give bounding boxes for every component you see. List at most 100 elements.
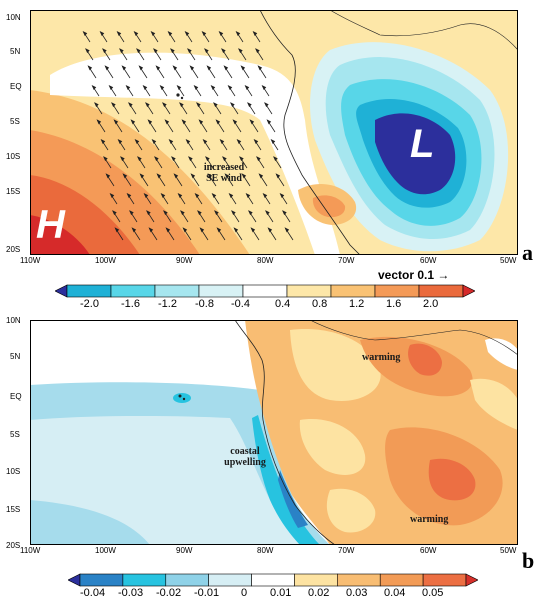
low-pressure-label: L — [410, 122, 435, 166]
wind-vector-head — [197, 210, 202, 216]
wind-vector-head — [163, 210, 168, 216]
wind-vector-head — [188, 156, 193, 162]
wind-vector-head — [204, 48, 209, 54]
annotation-warming-north: warming — [362, 352, 401, 363]
wind-vector-head — [189, 65, 195, 71]
wind-vectors — [82, 30, 294, 241]
wind-vector-head — [190, 173, 196, 179]
colorbar-label: 0 — [241, 587, 248, 599]
colorbar-label: -0.8 — [195, 298, 214, 310]
wind-vector-head — [255, 48, 260, 54]
panel-label-b: b — [522, 548, 535, 573]
wind-vector-head — [156, 173, 162, 179]
wind-vector-head — [202, 138, 208, 145]
wind-vector-head — [139, 173, 145, 179]
colorbar-label: -0.02 — [156, 587, 182, 599]
colorbar-swatch — [422, 573, 467, 587]
wind-vector-head — [170, 48, 175, 54]
wind-vector-head — [228, 192, 234, 199]
colorbar-swatch — [251, 573, 295, 587]
wind-vector-head — [105, 173, 111, 179]
lat-tick: 10N — [6, 13, 21, 22]
colorbar-label: 0.04 — [384, 587, 406, 599]
lon-tick: 60W — [420, 546, 437, 555]
colorbar-swatch — [79, 573, 124, 587]
wind-vector-head — [187, 48, 192, 54]
colorbar-label: 0.05 — [422, 587, 444, 599]
wind-vector-head — [231, 210, 236, 216]
colorbar-swatch — [465, 573, 478, 587]
lat-tick: 5S — [10, 117, 20, 126]
wind-vector-head — [247, 102, 252, 108]
wind-vector-head — [196, 102, 201, 108]
wind-vector-head — [218, 30, 224, 37]
wind-vector-head — [221, 48, 226, 54]
wind-vector-head — [102, 48, 107, 54]
wind-vector-head — [252, 30, 258, 37]
wind-vector-head — [213, 102, 218, 108]
wind-vector-head — [256, 156, 261, 162]
colorbar-label: 1.6 — [386, 298, 402, 310]
colorbar-swatch — [462, 284, 475, 298]
wind-vector-head — [171, 156, 176, 162]
wind-vector-head — [96, 119, 102, 125]
colorbar-swatch — [66, 284, 112, 298]
colorbar-swatch — [242, 284, 288, 298]
wind-vector-head — [100, 138, 106, 145]
wind-vector-head — [155, 65, 161, 71]
wind-vector-head — [120, 156, 125, 162]
colorbar-swatch — [294, 573, 338, 587]
wind-vector-head — [266, 119, 272, 125]
wind-vector-head — [162, 102, 167, 108]
wind-vector-head — [233, 227, 239, 233]
lat-tick: 20S — [6, 245, 21, 254]
lat-tick: 5N — [10, 47, 21, 56]
colorbar-swatch — [337, 573, 381, 587]
lon-tick: 100W — [95, 256, 116, 265]
wind-vector-head — [117, 138, 123, 145]
colorbar-swatch — [55, 284, 68, 298]
lon-tick: 80W — [257, 256, 274, 265]
colorbar-swatch — [286, 284, 332, 298]
wind-vector-head — [210, 84, 216, 91]
wind-vector-head — [198, 119, 204, 125]
wind-vector-head — [99, 30, 105, 37]
colorbar-swatch — [330, 284, 376, 298]
map-panel-b — [30, 320, 518, 545]
wind-vector-head — [236, 138, 242, 145]
colorbar-label: 0.02 — [308, 587, 330, 599]
colorbar-label: -2.0 — [80, 298, 99, 310]
wind-vector-head — [164, 119, 170, 125]
wind-vector-head — [181, 119, 187, 125]
wind-vector-head — [227, 84, 233, 91]
wind-vector-head — [160, 192, 166, 199]
wind-vector-head — [262, 192, 268, 199]
wind-vector-head — [136, 48, 141, 54]
wind-vector-head — [134, 138, 140, 145]
lon-tick: 110W — [20, 256, 41, 265]
wind-vector-head — [148, 227, 154, 233]
wind-vector-head — [179, 102, 184, 108]
annotation-coastal-upwelling: coastal upwelling — [224, 446, 266, 468]
wind-vector-head — [137, 156, 142, 162]
colorbar-label: 2.0 — [423, 298, 439, 310]
wind-vector-head — [113, 119, 119, 125]
wind-vector-head — [257, 65, 263, 71]
wind-vector-head — [216, 227, 222, 233]
wind-vector-head — [138, 65, 144, 71]
lat-tick: 10S — [6, 467, 21, 476]
colorbar-label: 0.03 — [346, 587, 368, 599]
wind-vector-head — [206, 65, 212, 71]
colorbar-swatch — [165, 573, 209, 587]
wind-vector-head — [230, 102, 235, 108]
colorbar-a — [55, 284, 475, 298]
wind-vector-head — [103, 156, 108, 162]
wind-vector-head — [211, 192, 217, 199]
wind-vector-head — [112, 210, 117, 216]
wind-vector-head — [146, 210, 151, 216]
wind-vector-head — [129, 210, 134, 216]
annotation-warming-south: warming — [410, 514, 449, 525]
wind-vector-head — [145, 102, 150, 108]
lon-tick: 70W — [338, 256, 355, 265]
lon-tick: 70W — [338, 546, 355, 555]
